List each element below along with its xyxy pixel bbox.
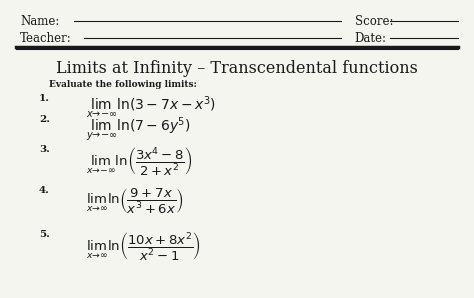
Text: $\lim_{x \to -\infty} \ln(3 - 7x - x^3)$: $\lim_{x \to -\infty} \ln(3 - 7x - x^3)$	[86, 94, 216, 121]
Text: Name:: Name:	[20, 15, 60, 28]
Text: Score:: Score:	[355, 15, 393, 28]
Text: Teacher:: Teacher:	[20, 32, 72, 45]
Text: $\lim_{x \to \infty} \ln\!\left(\dfrac{10x + 8x^2}{x^2 - 1}\right)$: $\lim_{x \to \infty} \ln\!\left(\dfrac{1…	[86, 230, 201, 262]
Text: $\lim_{x \to -\infty} \ln\!\left(\dfrac{3x^4 - 8}{2 + x^2}\right)$: $\lim_{x \to -\infty} \ln\!\left(\dfrac{…	[86, 145, 193, 177]
Text: Limits at Infinity – Transcendental functions: Limits at Infinity – Transcendental func…	[56, 60, 418, 77]
Text: $\lim_{y \to -\infty} \ln(7 - 6y^5)$: $\lim_{y \to -\infty} \ln(7 - 6y^5)$	[86, 115, 191, 144]
Text: 5.: 5.	[39, 230, 50, 239]
Text: Date:: Date:	[355, 32, 387, 45]
Text: 3.: 3.	[39, 145, 50, 153]
Text: Evaluate the following limits:: Evaluate the following limits:	[48, 80, 197, 89]
Text: $\lim_{x \to \infty} \ln\!\left(\dfrac{9 + 7x}{x^3 + 6x}\right)$: $\lim_{x \to \infty} \ln\!\left(\dfrac{9…	[86, 186, 184, 215]
Text: 2.: 2.	[39, 115, 50, 124]
Text: 4.: 4.	[39, 186, 50, 195]
Text: 1.: 1.	[39, 94, 50, 103]
